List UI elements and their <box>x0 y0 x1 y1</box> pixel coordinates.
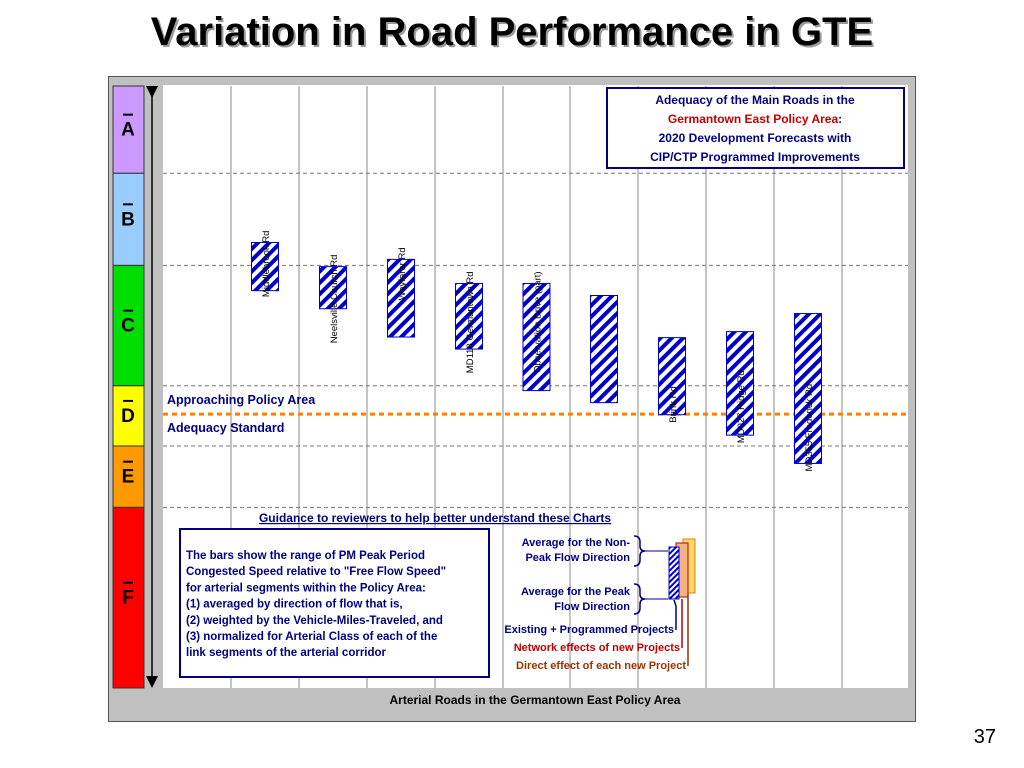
level-band-e <box>112 445 145 508</box>
level-label-c: C <box>121 316 135 337</box>
bar-neelsville-church-rd <box>319 266 347 310</box>
chart-title-line: CIP/CTP Programmed Improvements <box>650 150 860 164</box>
bar-unlabeled <box>590 294 618 404</box>
legend-existing: Existing + Programmed Projects <box>504 624 674 636</box>
policy-standard-label: Adequacy Standard <box>167 421 284 435</box>
legend-direct: Direct effect of each new Project <box>516 660 686 672</box>
legend-network: Network effects of new Projects <box>514 642 680 654</box>
level-band-b <box>112 172 145 266</box>
page-number: 37 <box>973 726 996 748</box>
bar-observation-drive-part- <box>522 282 551 392</box>
bar-md355-frederick-rd <box>794 313 822 464</box>
legend-non-peak: Average for the Non- <box>522 537 631 549</box>
guidance-text-line: link segments of the arterial corridor <box>186 647 387 659</box>
bar-md118-germantown-rd <box>455 282 483 350</box>
guidance-text-line: (3) normalized for Arterial Class of eac… <box>186 631 437 643</box>
legend-peak: Average for the Peak <box>521 586 631 598</box>
legend-bar-existing <box>668 546 680 600</box>
brace-peak <box>633 583 646 615</box>
slide-title: Variation in Road Performance in GTE <box>150 10 874 54</box>
level-label-d: D <box>121 406 135 427</box>
policy-standard-label: Approaching Policy Area <box>167 393 316 407</box>
x-axis-label: Arterial Roads in the Germantown East Po… <box>390 693 681 707</box>
brace-non-peak <box>633 535 646 567</box>
level-band-f <box>112 506 145 689</box>
guidance-text-line: Congested Speed relative to "Free Flow S… <box>186 566 446 578</box>
level-label-f: F <box>122 588 134 609</box>
bar-md027-ridge-rd <box>726 331 754 436</box>
legend-non-peak: Peak Flow Direction <box>525 552 630 564</box>
chart-title-box <box>606 87 905 169</box>
level-band-a <box>112 85 145 174</box>
guidance-text-line: for arterial segments within the Policy … <box>186 582 426 594</box>
road-label: Wayfarer Rd <box>397 247 408 300</box>
guidance-box <box>179 528 490 678</box>
guidance-text-line: (1) averaged by direction of flow that i… <box>186 599 403 611</box>
road-label: MD355 Frederick Rd <box>804 384 815 472</box>
road-label: Middlebrook Rd <box>261 231 272 298</box>
level-label-e: E <box>122 467 135 488</box>
chart-title-line: 2020 Development Forecasts with <box>659 131 852 145</box>
road-label: Brink Rd <box>668 386 679 422</box>
level-band-c <box>112 264 145 387</box>
road-label: MD118 Germantown Rd <box>465 271 476 373</box>
level-label-b: B <box>121 209 135 230</box>
road-label: Neelsville Church Rd <box>329 255 340 344</box>
road-label: Observation Drive (part) <box>533 271 544 372</box>
bar-brink-rd <box>658 337 686 416</box>
guidance-text-line: (2) weighted by the Vehicle-Miles-Travel… <box>186 615 443 627</box>
level-label-a: A <box>121 120 135 141</box>
legend-peak: Flow Direction <box>554 601 630 613</box>
connector-existing <box>673 599 677 630</box>
chart-title-line: Germantown East Policy Area: <box>668 112 842 126</box>
road-label: MD027 Ridge Rd <box>736 370 747 443</box>
guidance-heading: Guidance to reviewers to help better und… <box>259 511 611 525</box>
bar-wayfarer-rd <box>387 258 415 338</box>
guidance-text-line: The bars show the range of PM Peak Perio… <box>186 550 425 562</box>
chart-title-line: Adequacy of the Main Roads in the <box>655 93 855 107</box>
bar-middlebrook-rd <box>251 242 279 292</box>
